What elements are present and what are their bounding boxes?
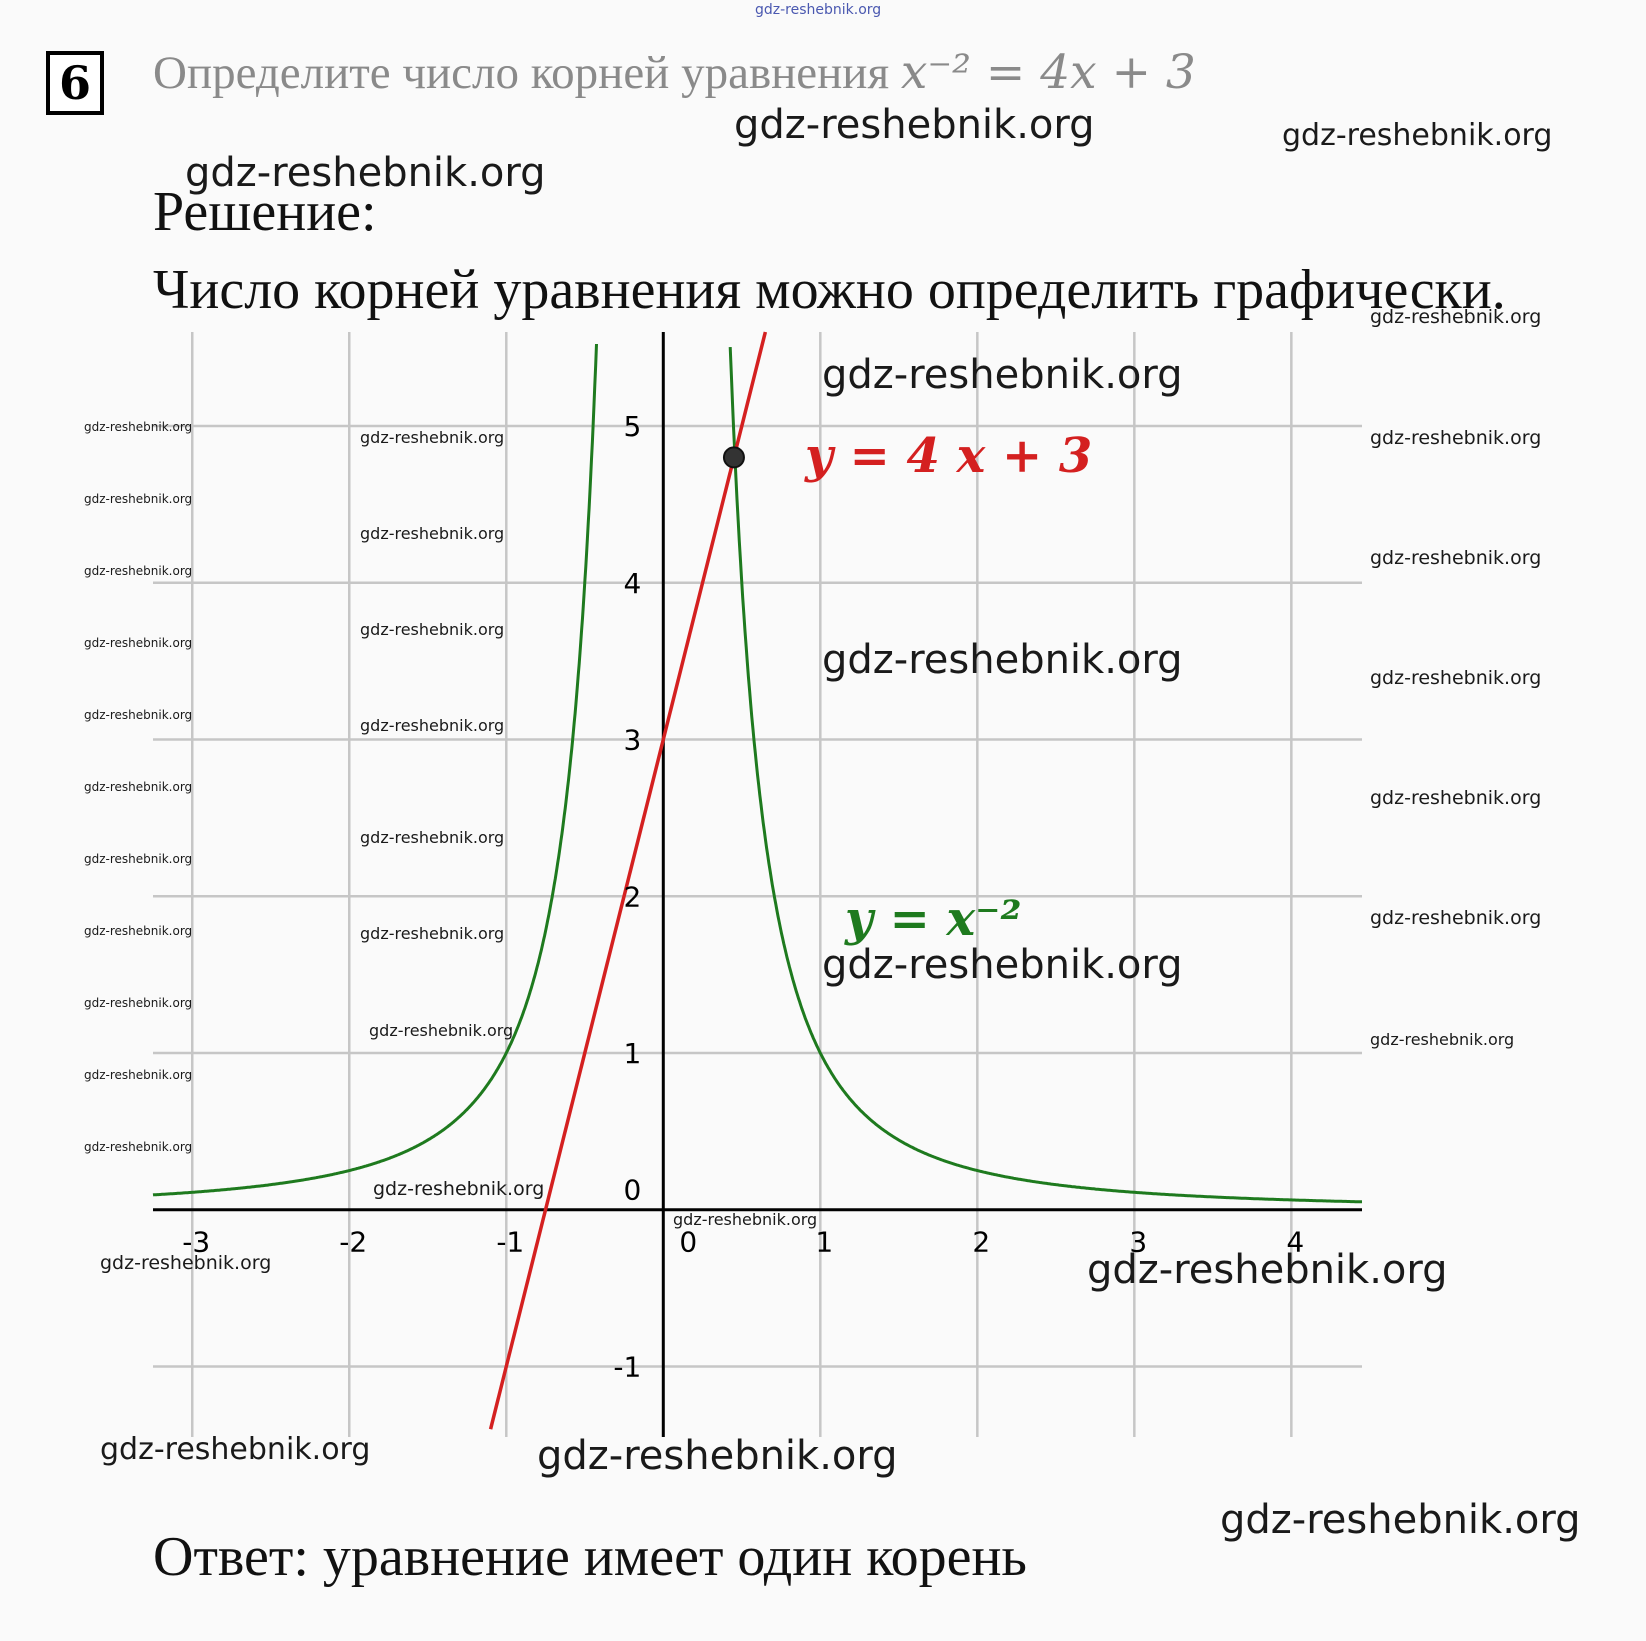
watermark: gdz-reshebnik.org <box>84 1068 193 1082</box>
watermark: gdz-reshebnik.org <box>84 924 193 938</box>
hyperbola-right-branch <box>728 347 1362 1204</box>
y-tick-label: 3 <box>623 724 641 757</box>
task-number: 6 <box>46 51 104 115</box>
watermark: gdz-reshebnik.org <box>373 1178 545 1200</box>
watermark: gdz-reshebnik.org <box>755 2 882 18</box>
grid <box>153 332 1362 1437</box>
watermark: gdz-reshebnik.org <box>822 352 1183 398</box>
x-tick-label: -1 <box>496 1226 524 1259</box>
watermark: gdz-reshebnik.org <box>1370 306 1542 328</box>
task-statement: Определите число корней уравнения x⁻² = … <box>153 45 1196 100</box>
y-tick-label: 4 <box>623 567 641 600</box>
watermark: gdz-reshebnik.org <box>84 708 193 722</box>
axes <box>153 332 1362 1437</box>
line-series <box>488 331 768 1430</box>
x-tick-label: 4 <box>1286 1226 1304 1259</box>
watermark: gdz-reshebnik.org <box>360 524 505 543</box>
y-tick-label: 2 <box>623 880 641 913</box>
x-tick-label: -3 <box>182 1226 210 1259</box>
watermark: gdz-reshebnik.org <box>360 828 505 847</box>
x-tick-label: 1 <box>815 1226 833 1259</box>
line-series-label: y = 4 x + 3 <box>804 428 1092 484</box>
intersection-point <box>722 446 745 469</box>
watermark: gdz-reshebnik.org <box>822 637 1183 683</box>
watermark: gdz-reshebnik.org <box>1370 1030 1515 1049</box>
watermark: gdz-reshebnik.org <box>84 996 193 1010</box>
watermark: gdz-reshebnik.org <box>100 1432 371 1467</box>
y-tick-label: 0 <box>623 1174 641 1207</box>
task-equation: x⁻² = 4x + 3 <box>900 45 1196 100</box>
solution-text: Число корней уравнения можно определить … <box>153 259 1506 321</box>
watermark: gdz-reshebnik.org <box>84 564 193 578</box>
watermark: gdz-reshebnik.org <box>1282 118 1553 153</box>
x-tick-label: 2 <box>972 1226 990 1259</box>
y-tick-label: 5 <box>623 410 641 443</box>
watermark: gdz-reshebnik.org <box>673 1210 818 1229</box>
watermark: gdz-reshebnik.org <box>1220 1497 1581 1543</box>
watermark: gdz-reshebnik.org <box>360 428 505 447</box>
watermark: gdz-reshebnik.org <box>822 942 1183 988</box>
hyperbola-series-label: y = x⁻² <box>844 891 1022 947</box>
watermark: gdz-reshebnik.org <box>84 1140 193 1154</box>
watermark: gdz-reshebnik.org <box>1370 667 1542 689</box>
watermark: gdz-reshebnik.org <box>84 780 193 794</box>
watermark: gdz-reshebnik.org <box>84 492 193 506</box>
watermark: gdz-reshebnik.org <box>84 852 193 866</box>
y-tick-label: -1 <box>613 1350 641 1383</box>
task-text: Определите число корней уравнения <box>153 47 901 99</box>
watermark: gdz-reshebnik.org <box>84 420 193 434</box>
solution-heading: Решение: <box>153 181 377 243</box>
answer-text: Ответ: уравнение имеет один корень <box>153 1526 1027 1588</box>
x-tick-label: 3 <box>1129 1226 1147 1259</box>
watermark: gdz-reshebnik.org <box>1370 547 1542 569</box>
tick-labels: -3 -2 -1 0 1 2 3 4 -1 0 1 2 3 4 5 <box>182 410 1304 1383</box>
watermark: gdz-reshebnik.org <box>1370 427 1542 449</box>
watermark: gdz-reshebnik.org <box>84 636 193 650</box>
watermark: gdz-reshebnik.org <box>360 620 505 639</box>
hyperbola-left-branch <box>152 343 598 1197</box>
watermark: gdz-reshebnik.org <box>185 150 546 196</box>
watermark: gdz-reshebnik.org <box>734 102 1095 148</box>
x-tick-label: 0 <box>679 1226 697 1259</box>
watermark: gdz-reshebnik.org <box>360 716 505 735</box>
watermark: gdz-reshebnik.org <box>1087 1247 1448 1293</box>
x-tick-label: -2 <box>339 1226 367 1259</box>
watermark: gdz-reshebnik.org <box>1370 907 1542 929</box>
watermark: gdz-reshebnik.org <box>100 1252 272 1274</box>
curves <box>152 331 1362 1430</box>
y-tick-label: 1 <box>623 1037 641 1070</box>
watermark: gdz-reshebnik.org <box>1370 787 1542 809</box>
watermark: gdz-reshebnik.org <box>360 924 505 943</box>
watermark: gdz-reshebnik.org <box>537 1433 898 1479</box>
watermark: gdz-reshebnik.org <box>369 1021 514 1040</box>
